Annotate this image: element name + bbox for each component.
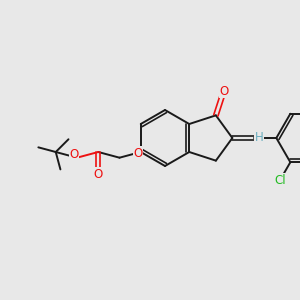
Text: H: H bbox=[255, 130, 264, 143]
Text: O: O bbox=[219, 85, 228, 98]
Text: O: O bbox=[134, 147, 143, 160]
Text: Cl: Cl bbox=[274, 174, 286, 187]
Text: O: O bbox=[94, 168, 103, 181]
Text: O: O bbox=[69, 148, 79, 161]
